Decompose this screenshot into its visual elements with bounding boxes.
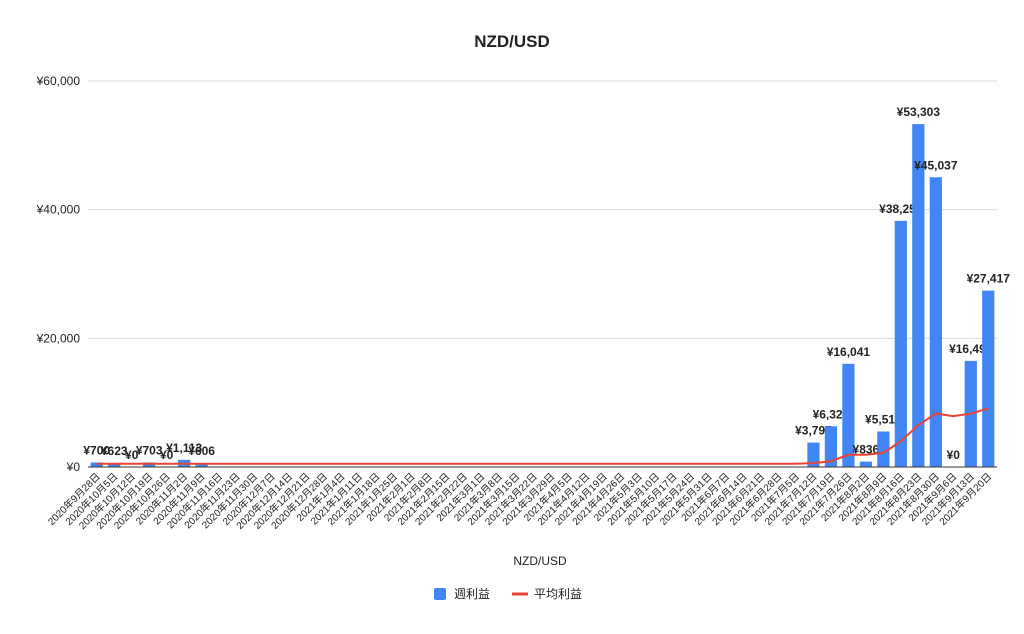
data-label: ¥16,041 (827, 345, 871, 359)
legend-label: 週利益 (454, 587, 490, 601)
legend-swatch (434, 588, 446, 600)
data-label: ¥0 (125, 448, 139, 462)
data-label: ¥53,303 (897, 105, 941, 119)
bar (195, 463, 208, 467)
line (96, 407, 989, 465)
bar (824, 426, 838, 467)
data-label: ¥1,113 (166, 441, 202, 455)
data-label: ¥700 (83, 443, 110, 457)
bar (912, 124, 925, 467)
y-tick-label: ¥20,000 (36, 331, 81, 345)
bar (842, 363, 855, 467)
y-tick-label: ¥0 (66, 460, 81, 474)
data-label: ¥45,037 (914, 158, 958, 172)
bar (859, 461, 873, 467)
y-tick-label: ¥40,000 (36, 203, 81, 217)
data-label: ¥0 (160, 448, 174, 462)
bar (108, 462, 121, 467)
data-label: ¥27,417 (967, 272, 1011, 286)
bar (982, 290, 995, 467)
y-tick-label: ¥60,000 (36, 74, 81, 88)
data-label: ¥623 (101, 444, 128, 458)
bar (894, 220, 907, 467)
data-label: ¥5,516 (865, 413, 902, 427)
data-label: ¥606 (188, 444, 215, 458)
bar (807, 442, 820, 467)
data-label: ¥38,259 (879, 202, 923, 216)
bar (877, 431, 890, 467)
data-label: ¥6,327 (813, 407, 850, 421)
data-label: ¥16,496 (949, 342, 993, 356)
legend-label: 平均利益 (534, 587, 582, 601)
x-axis-title: NZD/USD (513, 554, 567, 568)
data-label: ¥703 (136, 443, 163, 457)
data-label: ¥3,797 (795, 424, 832, 438)
bar (929, 177, 942, 467)
chart-title: NZD/USD (474, 32, 550, 51)
data-label: ¥0 (947, 448, 961, 462)
